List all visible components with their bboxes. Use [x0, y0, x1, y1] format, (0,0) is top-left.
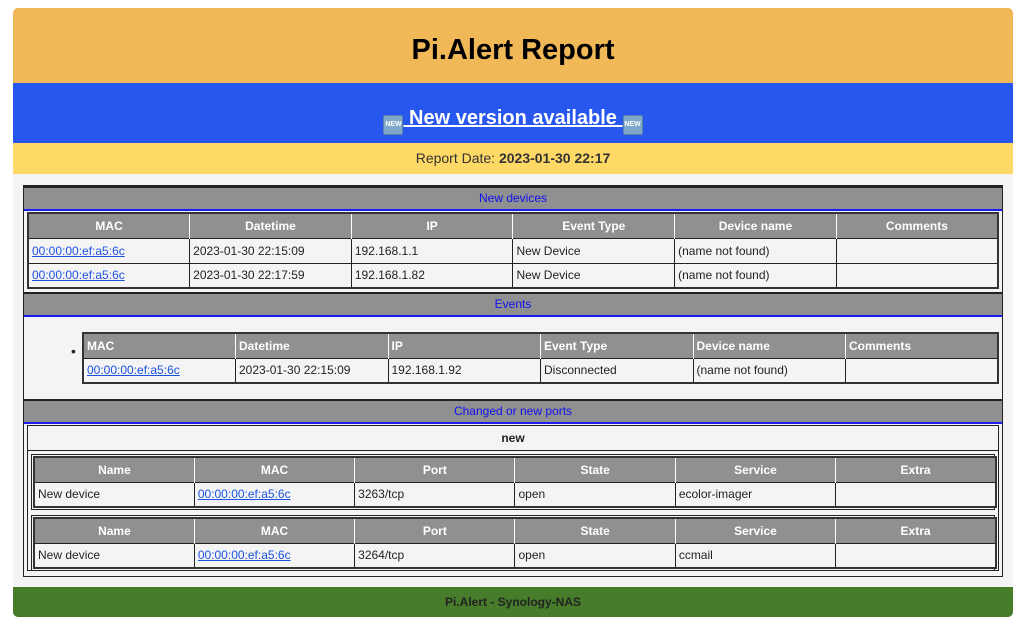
cell: New device: [34, 542, 195, 568]
table-row: 00:00:00:ef:a5:6c 2023-01-30 22:17:59 192.…: [28, 262, 998, 288]
mac-link[interactable]: 00:00:00:ef:a5:6c: [32, 243, 125, 258]
column-header: Port: [354, 457, 516, 482]
report-date: Report Date: 2023-01-30 22:17: [13, 143, 1013, 174]
ports-table: Name MAC Port State Service Extra New device 00…: [33, 456, 997, 508]
cell: (name not found): [674, 237, 837, 263]
cell: New Device: [512, 237, 676, 263]
ports-group-label: new: [28, 426, 998, 451]
new-badge-icon: NEW: [622, 115, 643, 135]
column-header: Port: [354, 518, 516, 543]
column-header: Datetime: [189, 213, 352, 238]
section-ports: Changed or new ports: [24, 399, 1002, 424]
cell: 00:00:00:ef:a5:6c: [83, 357, 236, 383]
mac-link[interactable]: 00:00:00:ef:a5:6c: [197, 548, 291, 563]
column-header: Service: [675, 457, 837, 482]
port-table-wrapper: Name MAC Port State Service Extra New device 00…: [31, 515, 997, 571]
section-new-devices: New devices: [24, 186, 1002, 211]
column-header: State: [514, 457, 676, 482]
list-bullet: •: [71, 343, 76, 359]
column-header: IP: [388, 333, 541, 358]
column-header: Datetime: [235, 333, 389, 358]
mac-link[interactable]: 00:00:00:ef:a5:6c: [87, 363, 180, 378]
cell: 2023-01-30 22:17:59: [189, 262, 352, 288]
cell: 3264/tcp: [354, 542, 516, 568]
cell: [845, 357, 998, 383]
header-row: Name MAC Port State Service Extra: [34, 518, 996, 543]
cell: (name not found): [693, 357, 846, 383]
column-header: Event Type: [512, 213, 676, 238]
column-header: Extra: [835, 457, 996, 482]
table-row: 00:00:00:ef:a5:6c 2023-01-30 22:15:09 192.…: [83, 357, 998, 383]
cell: New Device: [512, 262, 676, 288]
cell: [836, 237, 998, 263]
column-header: Name: [34, 518, 195, 543]
port-table-wrapper: Name MAC Port State Service Extra New device 00…: [31, 454, 997, 510]
cell: Disconnected: [540, 357, 694, 383]
cell: 3263/tcp: [354, 481, 516, 507]
cell: [836, 262, 998, 288]
cell: open: [514, 481, 676, 507]
section-events: Events: [24, 292, 1002, 317]
column-header: Service: [675, 518, 837, 543]
footer: Pi.Alert - Synology-NAS: [13, 587, 1013, 617]
new-version-label: New version available: [409, 107, 617, 129]
header-row: Name MAC Port State Service Extra: [34, 457, 996, 482]
cell: [835, 542, 996, 568]
report-date-value: 2023-01-30 22:17: [498, 150, 611, 166]
report-container: Pi.Alert Report NEW New version availabl…: [13, 8, 1013, 617]
column-header: MAC: [83, 333, 236, 358]
column-header: MAC: [194, 457, 356, 482]
events-table: MAC Datetime IP Event Type Device name Commen…: [82, 332, 999, 384]
table-row: 00:00:00:ef:a5:6c 2023-01-30 22:15:09 192.…: [28, 237, 998, 263]
mac-link[interactable]: 00:00:00:ef:a5:6c: [197, 487, 291, 502]
cell: 00:00:00:ef:a5:6c: [28, 237, 191, 263]
cell: 00:00:00:ef:a5:6c: [28, 262, 191, 288]
cell: (name not found): [674, 262, 837, 288]
table-row: New device 00:00:00:ef:a5:6c 3263/tcp open e…: [34, 481, 996, 507]
table-row: New device 00:00:00:ef:a5:6c 3264/tcp open c…: [34, 542, 996, 568]
mac-link[interactable]: 00:00:00:ef:a5:6c: [32, 268, 125, 283]
column-header: Extra: [835, 518, 996, 543]
column-header: Event Type: [540, 333, 694, 358]
header-row: MAC Datetime IP Event Type Device name Commen…: [28, 213, 998, 238]
new-badge-icon: NEW: [383, 115, 404, 135]
cell: open: [514, 542, 676, 568]
cell: 192.168.1.82: [351, 262, 514, 288]
new-devices-table: MAC Datetime IP Event Type Device name Commen…: [27, 212, 999, 289]
cell: 00:00:00:ef:a5:6c: [194, 481, 356, 507]
column-header: Comments: [845, 333, 998, 358]
cell: 00:00:00:ef:a5:6c: [194, 542, 356, 568]
column-header: Name: [34, 457, 195, 482]
cell: ecolor-imager: [675, 481, 837, 507]
column-header: MAC: [28, 213, 191, 238]
column-header: Device name: [674, 213, 837, 238]
ports-table: Name MAC Port State Service Extra New device 00…: [33, 517, 997, 569]
cell: 2023-01-30 22:15:09: [235, 357, 389, 383]
column-header: State: [514, 518, 676, 543]
column-header: IP: [351, 213, 514, 238]
page-title: Pi.Alert Report: [13, 8, 1013, 83]
new-version-link[interactable]: New version available: [403, 107, 622, 129]
column-header: Device name: [693, 333, 846, 358]
cell: 192.168.1.1: [351, 237, 514, 263]
cell: 2023-01-30 22:15:09: [189, 237, 352, 263]
cell: [835, 481, 996, 507]
column-header: Comments: [836, 213, 998, 238]
cell: New device: [34, 481, 195, 507]
report-date-label: Report Date:: [415, 150, 496, 166]
column-header: MAC: [194, 518, 356, 543]
cell: 192.168.1.92: [388, 357, 541, 383]
header-row: MAC Datetime IP Event Type Device name Commen…: [83, 333, 998, 358]
cell: ccmail: [675, 542, 837, 568]
report-body: New devices MAC Datetime IP Event Type Devic…: [23, 185, 1003, 577]
version-banner: NEW New version available NEW: [13, 83, 1013, 143]
